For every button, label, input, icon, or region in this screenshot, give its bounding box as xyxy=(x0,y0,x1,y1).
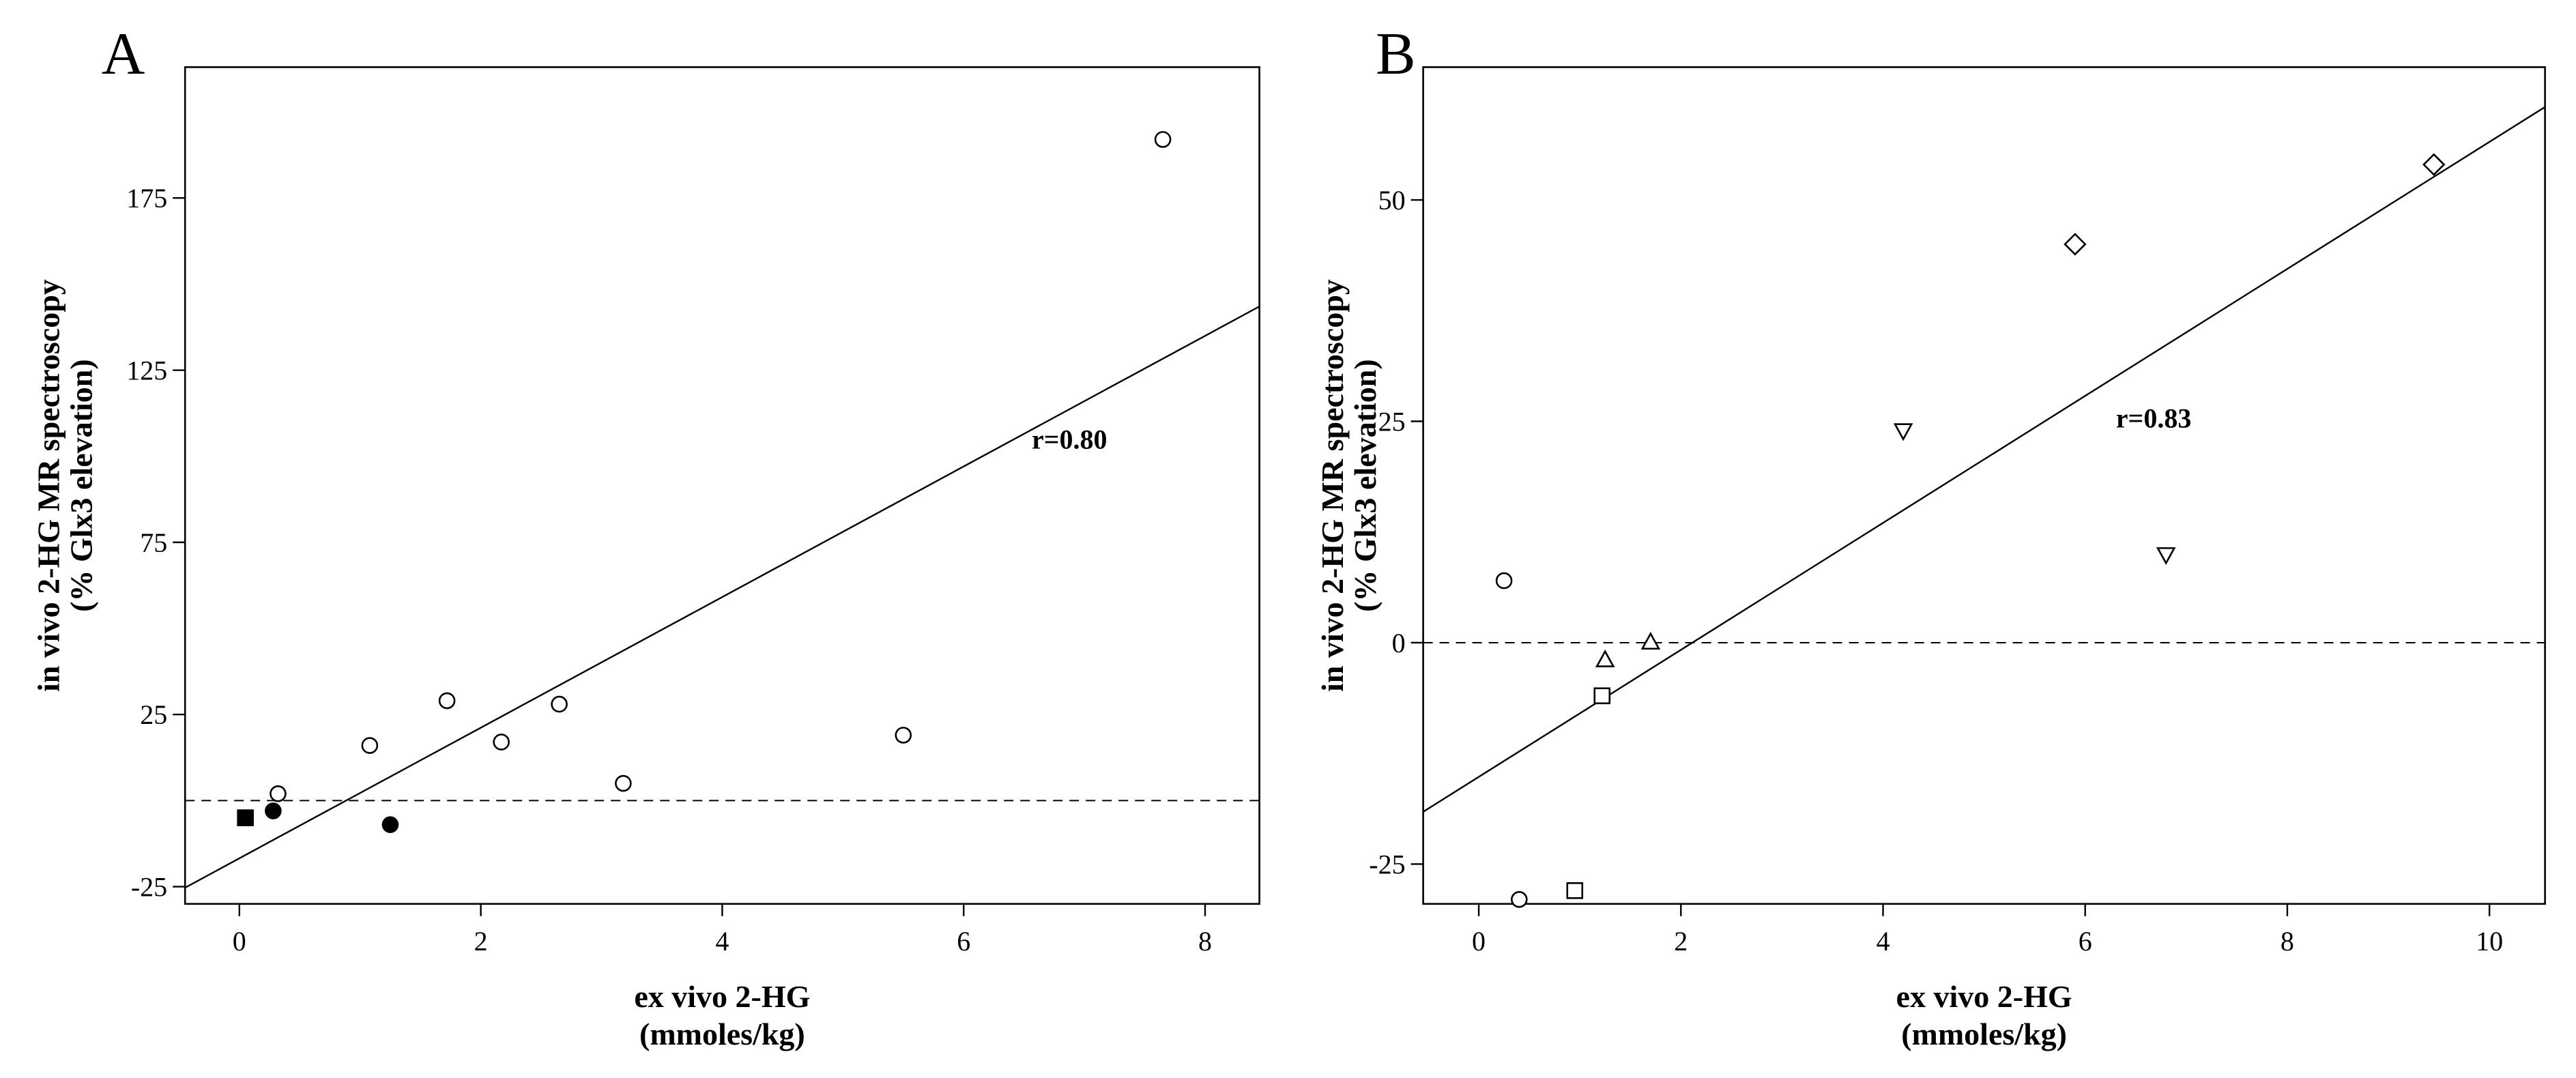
y-axis-title: in vivo 2-HG MR spectroscopy xyxy=(31,279,66,692)
data-point-diamond-open xyxy=(2422,153,2446,176)
data-point-circle-open xyxy=(1154,131,1172,148)
x-tick-label: 6 xyxy=(2079,926,2092,957)
data-point-circle-open xyxy=(615,774,632,792)
x-tick-label: 2 xyxy=(474,926,488,957)
data-point-square-open xyxy=(1593,687,1611,705)
y-tick-label: -25 xyxy=(131,872,167,903)
y-tick-label: 175 xyxy=(126,183,167,214)
y-axis-title: (% Glx3 elevation) xyxy=(1348,359,1383,612)
data-point-triangle-down-open xyxy=(2156,547,2176,566)
x-tick-label: 8 xyxy=(1198,926,1212,957)
y-tick-label: 25 xyxy=(140,699,167,730)
data-point-circle-open xyxy=(493,733,510,751)
x-axis-title: (mmoles/kg) xyxy=(639,1017,805,1051)
correlation-annotation: r=0.80 xyxy=(1032,424,1108,455)
x-tick-label: 6 xyxy=(957,926,970,957)
data-point-circle-filled xyxy=(381,816,399,834)
x-tick-label: 4 xyxy=(1876,926,1890,957)
correlation-annotation: r=0.83 xyxy=(2116,403,2192,433)
panel-letter: A xyxy=(102,21,145,87)
data-point-circle-open xyxy=(1495,572,1513,589)
y-tick-label: 50 xyxy=(1378,185,1406,216)
plot-frame xyxy=(1422,66,2546,905)
data-point-circle-open xyxy=(1511,891,1528,908)
x-tick-label: 0 xyxy=(1472,926,1486,957)
y-tick-label: 125 xyxy=(126,355,167,386)
data-point-triangle-up-open xyxy=(1640,632,1661,650)
data-point-square-filled xyxy=(237,809,254,826)
data-point-circle-open xyxy=(551,695,568,713)
y-tick-label: 25 xyxy=(1378,407,1406,437)
data-point-square-open xyxy=(1566,882,1584,899)
y-axis-title: in vivo 2-HG MR spectroscopy xyxy=(1315,279,1350,692)
x-axis-title: ex vivo 2-HG xyxy=(634,979,810,1014)
x-tick-label: 0 xyxy=(233,926,246,957)
data-point-circle-open xyxy=(361,737,379,754)
y-axis-title: (% Glx3 elevation) xyxy=(63,359,98,612)
y-tick-label: 0 xyxy=(1392,628,1406,658)
x-axis-title: (mmoles/kg) xyxy=(1901,1017,2067,1051)
plot-frame xyxy=(184,66,1260,905)
data-point-circle-open xyxy=(895,727,912,744)
data-point-triangle-down-open xyxy=(1893,423,1913,441)
x-tick-label: 2 xyxy=(1674,926,1688,957)
data-point-circle-filled xyxy=(265,802,282,819)
x-tick-label: 8 xyxy=(2281,926,2294,957)
y-tick-label: 75 xyxy=(140,527,167,558)
y-tick-label: -25 xyxy=(1369,849,1405,879)
panel-a: A 0 2 4 6 8 -25 25 75 125 175 ex vivo 2-HG(mmoles/k… xyxy=(31,21,1260,1051)
data-point-circle-open xyxy=(270,785,287,802)
panel-letter: B xyxy=(1376,21,1416,87)
data-point-circle-open xyxy=(438,692,456,710)
regression-line xyxy=(185,306,1260,889)
data-point-triangle-up-open xyxy=(1595,650,1615,668)
panel-b: B 0 2 4 6 8 10 -25 0 25 50 ex vivo 2-HG(mmoles/kg) i… xyxy=(1315,21,2546,1051)
x-tick-label: 4 xyxy=(715,926,729,957)
x-axis-title: ex vivo 2-HG xyxy=(1896,979,2072,1014)
data-point-diamond-open xyxy=(2064,233,2087,256)
regression-line xyxy=(1423,106,2545,813)
x-tick-label: 10 xyxy=(2476,926,2503,957)
